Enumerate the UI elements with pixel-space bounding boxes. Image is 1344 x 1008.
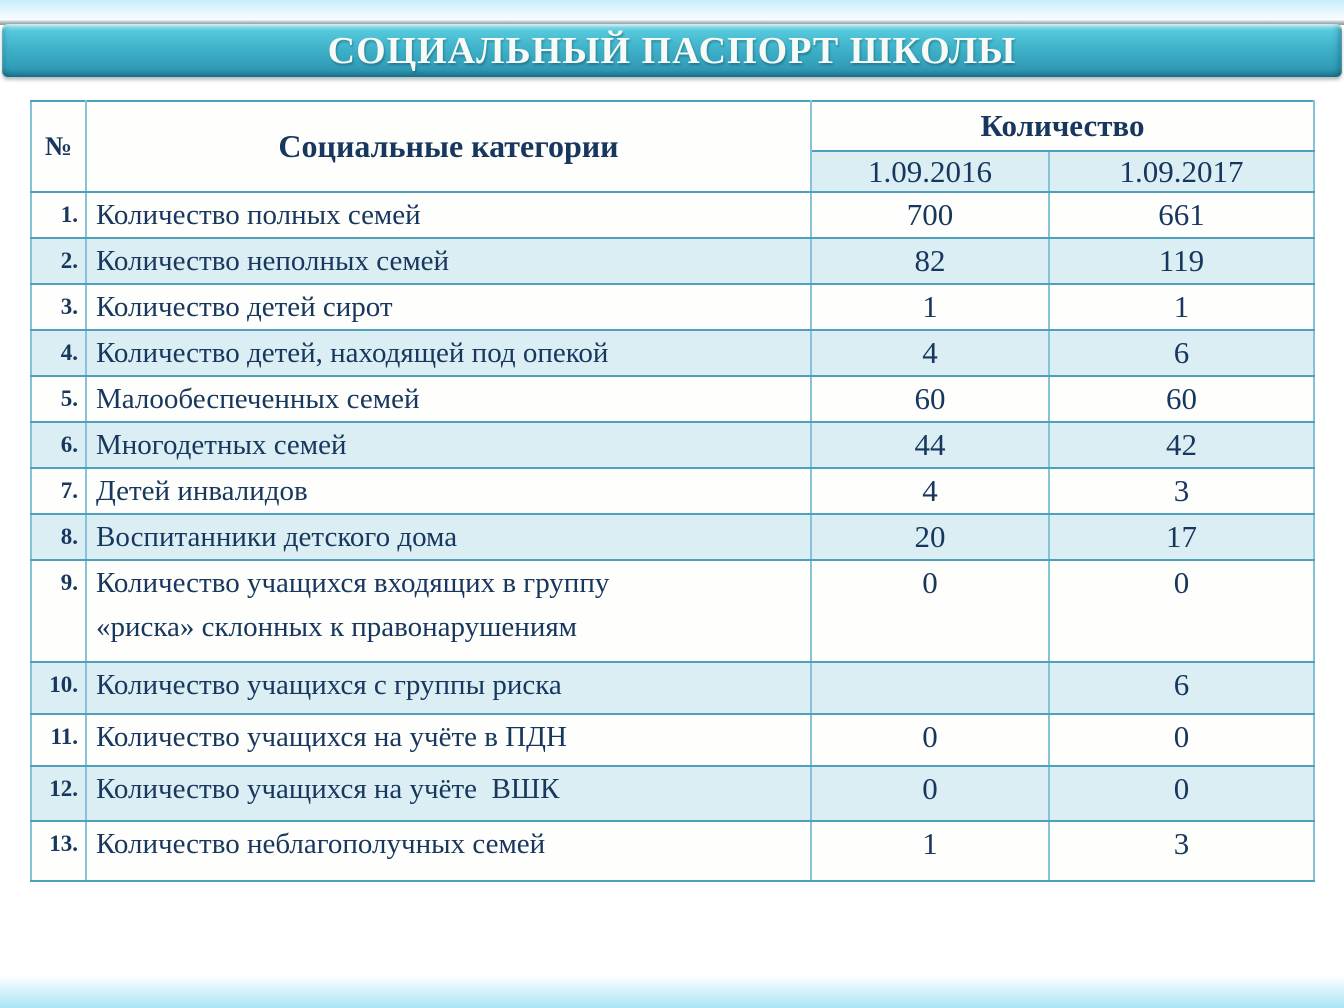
- column-header-quantity: Количество: [809, 100, 1316, 152]
- table-row: 6. Многодетных семей 44 42: [30, 421, 1316, 469]
- table-subheader-row: 1.09.2016 1.09.2017: [31, 150, 1316, 193]
- table-row: 4. Количество детей, находящей под опеко…: [30, 329, 1316, 377]
- row-value-2017: 42: [1047, 421, 1316, 469]
- row-value-2016: 44: [810, 421, 1050, 469]
- row-value-2016: 1: [810, 820, 1050, 882]
- row-number: 12.: [30, 765, 87, 822]
- row-value-2016: 4: [810, 467, 1050, 515]
- social-passport-table: № Социальные категории Количество 1.09.2…: [30, 100, 1316, 882]
- row-value-2016: [810, 661, 1050, 715]
- column-header-number: №: [30, 100, 87, 193]
- row-category: Количество неблагополучных семей: [85, 820, 812, 882]
- table-row: 10. Количество учащихся с группы риска 6: [30, 661, 1316, 715]
- table-row: 13. Количество неблагополучных семей 1 3: [30, 820, 1316, 882]
- bottom-gradient-fade: [0, 975, 1344, 1008]
- row-value-2016: 0: [810, 713, 1050, 767]
- slide-title: СОЦИАЛЬНЫЙ ПАСПОРТ ШКОЛЫ: [327, 29, 1017, 72]
- row-value-2016: 82: [810, 237, 1050, 285]
- row-number: 13.: [30, 820, 87, 882]
- table-row: 11. Количество учащихся на учёте в ПДН 0…: [30, 713, 1316, 767]
- row-value-2017: 6: [1047, 661, 1316, 715]
- banner-top-silver-line: [0, 20, 1344, 25]
- table-row: 12. Количество учащихся на учёте ВШК 0 0: [30, 765, 1316, 822]
- row-value-2016: 0: [810, 765, 1050, 822]
- row-value-2017: 3: [1047, 467, 1316, 515]
- column-header-date-2016: 1.09.2016: [810, 150, 1050, 193]
- table-row: 5. Малообеспеченных семей 60 60: [30, 375, 1316, 423]
- row-value-2017: 60: [1047, 375, 1316, 423]
- row-value-2017: 3: [1047, 820, 1316, 882]
- row-number: 5.: [30, 375, 87, 423]
- row-category: Количество учащихся на учёте в ПДН: [85, 713, 812, 767]
- table-row: 2. Количество неполных семей 82 119: [30, 237, 1316, 285]
- row-value-2017: 661: [1047, 191, 1316, 239]
- row-category: Количество учащихся с группы риска: [85, 661, 812, 715]
- row-value-2017: 0: [1047, 765, 1316, 822]
- table-row: 9. Количество учащихся входящих в группу…: [30, 559, 1316, 663]
- row-category: Детей инвалидов: [85, 467, 812, 515]
- row-category: Количество учащихся на учёте ВШК: [85, 765, 812, 822]
- table-row: 7. Детей инвалидов 4 3: [30, 467, 1316, 515]
- row-value-2017: 0: [1047, 559, 1316, 663]
- row-value-2016: 700: [810, 191, 1050, 239]
- table-header-row: № Социальные категории Количество: [30, 100, 1316, 193]
- row-value-2016: 20: [810, 513, 1050, 561]
- table-row: 1. Количество полных семей 700 661: [30, 191, 1316, 239]
- top-gradient-strip: [0, 0, 1344, 21]
- table-row: 3. Количество детей сирот 1 1: [30, 283, 1316, 331]
- row-category: Количество детей сирот: [85, 283, 812, 331]
- row-value-2017: 119: [1047, 237, 1316, 285]
- row-number: 11.: [30, 713, 87, 767]
- row-value-2017: 17: [1047, 513, 1316, 561]
- row-value-2017: 1: [1047, 283, 1316, 331]
- column-header-category: Социальные категории: [85, 100, 812, 193]
- row-value-2016: 1: [810, 283, 1050, 331]
- row-value-2017: 0: [1047, 713, 1316, 767]
- row-category: Многодетных семей: [85, 421, 812, 469]
- row-value-2016: 4: [810, 329, 1050, 377]
- row-number: 1.: [30, 191, 87, 239]
- row-number: 3.: [30, 283, 87, 331]
- row-number: 6.: [30, 421, 87, 469]
- row-number: 2.: [30, 237, 87, 285]
- row-category: Количество полных семей: [85, 191, 812, 239]
- row-value-2016: 60: [810, 375, 1050, 423]
- row-value-2016: 0: [810, 559, 1050, 663]
- row-value-2017: 6: [1047, 329, 1316, 377]
- row-number: 10.: [30, 661, 87, 715]
- row-category: Количество неполных семей: [85, 237, 812, 285]
- row-number: 7.: [30, 467, 87, 515]
- column-header-date-2017: 1.09.2017: [1047, 150, 1316, 193]
- table-row: 8. Воспитанники детского дома 20 17: [30, 513, 1316, 561]
- row-category: Воспитанники детского дома: [85, 513, 812, 561]
- row-number: 4.: [30, 329, 87, 377]
- title-banner: СОЦИАЛЬНЫЙ ПАСПОРТ ШКОЛЫ: [2, 24, 1342, 77]
- row-number: 9.: [30, 559, 87, 663]
- row-number: 8.: [30, 513, 87, 561]
- row-category: Малообеспеченных семей: [85, 375, 812, 423]
- row-category: Количество учащихся входящих в группу «р…: [85, 559, 812, 663]
- row-category: Количество детей, находящей под опекой: [85, 329, 812, 377]
